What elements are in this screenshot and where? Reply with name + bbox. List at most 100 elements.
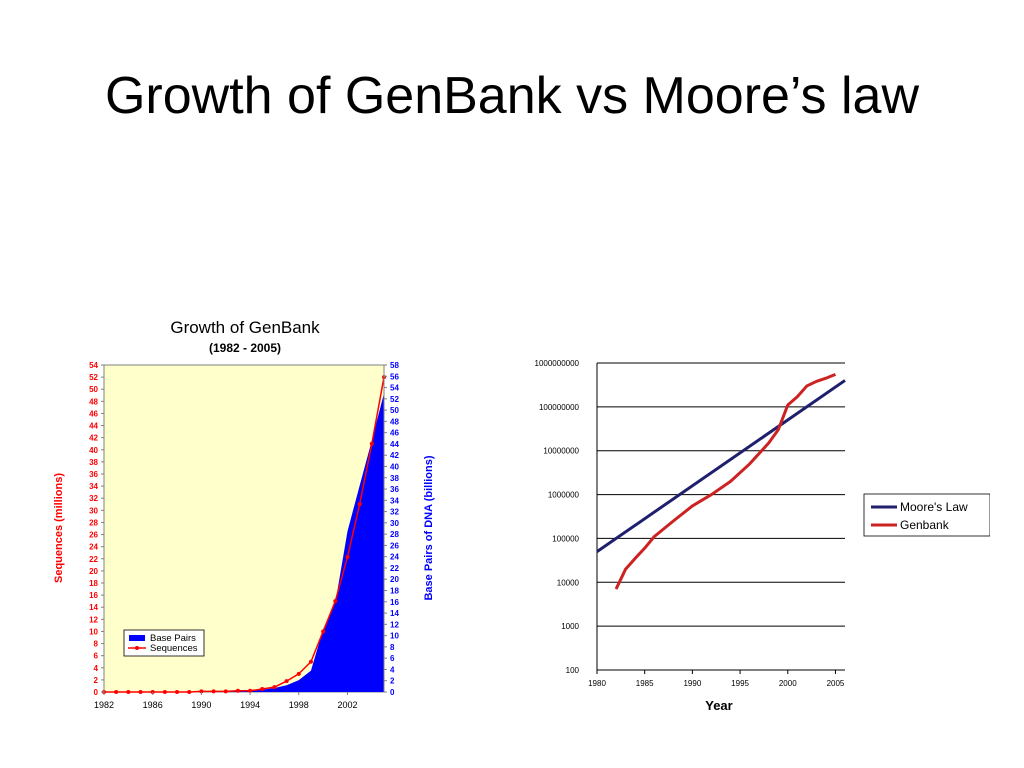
left-tick-label: 48 [89, 397, 98, 406]
left-tick-label: 42 [89, 434, 98, 443]
x-tick-label: 1998 [289, 700, 309, 710]
x-tick-label: 2002 [337, 700, 357, 710]
sequences-point [199, 689, 204, 694]
sequences-point [260, 686, 265, 691]
legend-label-sequences: Sequences [150, 643, 198, 654]
left-tick-label: 34 [89, 482, 98, 491]
left-tick-label: 44 [89, 422, 98, 431]
left-tick-label: 6 [94, 652, 99, 661]
sequences-point [308, 659, 313, 664]
right-tick-label: 58 [390, 361, 399, 370]
left-tick-label: 46 [89, 409, 98, 418]
right-tick-label: 16 [390, 598, 399, 607]
moores-law-chart: 100 1000 10000 100000 1000000 10000000 1000000… [535, 359, 990, 713]
genbank-line [614, 372, 837, 590]
sequences-point [187, 690, 192, 694]
left-axis-label: Sequences (millions) [53, 473, 65, 583]
right-tick-label: 12 [390, 620, 399, 629]
left-tick-label: 24 [89, 543, 98, 552]
y-tick-label: 1000 [561, 622, 579, 631]
left-tick-label: 20 [89, 567, 98, 576]
right-tick-label: 10 [390, 632, 399, 641]
right-tick-label: 38 [390, 474, 399, 483]
right-tick-label: 14 [390, 609, 399, 618]
left-tick-label: 36 [89, 470, 98, 479]
right-tick-label: 46 [390, 429, 399, 438]
legend: Moore's Law Genbank [863, 493, 990, 537]
right-tick-label: 4 [390, 665, 395, 674]
x-tick-label: 2005 [827, 679, 845, 688]
sequences-point [333, 599, 338, 604]
x-tick-label: 1986 [143, 700, 163, 710]
sequences-point [369, 441, 374, 446]
x-tick-label: 1985 [636, 679, 654, 688]
right-tick-label: 52 [390, 395, 399, 404]
right-tick-label: 32 [390, 508, 399, 517]
chart-subtitle: (1982 - 2005) [209, 341, 281, 355]
left-tick-label: 10 [89, 627, 98, 636]
sequences-point [126, 690, 131, 694]
left-tick-label: 52 [89, 373, 98, 382]
legend-swatch-base-pairs [129, 635, 145, 641]
slide-title: Growth of GenBank vs Moore’s law [104, 67, 920, 125]
sequences-point [175, 690, 180, 694]
moores-law-line [596, 379, 846, 553]
right-tick-label: 44 [390, 440, 399, 449]
left-tick-label: 16 [89, 591, 98, 600]
sequences-line [104, 376, 385, 693]
sequences-point [284, 679, 289, 684]
x-tick-label: 2000 [779, 679, 797, 688]
x-tick-label: 1982 [94, 700, 114, 710]
right-tick-label: 8 [390, 643, 395, 652]
sequences-point [248, 688, 253, 693]
right-tick-label: 0 [390, 688, 395, 697]
right-tick-label: 6 [390, 654, 395, 663]
right-tick-label: 22 [390, 564, 399, 573]
left-tick-label: 18 [89, 579, 98, 588]
legend-box [863, 493, 990, 537]
y-tick-label: 100 [566, 666, 580, 675]
legend-box [123, 629, 205, 657]
left-tick-label: 50 [89, 385, 98, 394]
y-tick-label: 1000000000 [535, 359, 580, 368]
sequences-point [162, 690, 167, 694]
right-axis-label: Base Pairs of DNA (billions) [423, 455, 435, 600]
base-pairs-area [104, 393, 384, 692]
right-tick-label: 2 [390, 677, 395, 686]
right-tick-label: 18 [390, 587, 399, 596]
left-tick-label: 40 [89, 446, 98, 455]
x-tick-label: 1980 [588, 679, 606, 688]
left-tick-label: 0 [94, 688, 99, 697]
x-tick-label: 1990 [191, 700, 211, 710]
x-tick-label: 1995 [731, 679, 749, 688]
genbank-growth-chart: Growth of GenBank (1982 - 2005) 02468101… [53, 318, 435, 710]
left-tick-label: 30 [89, 506, 98, 515]
right-tick-label: 42 [390, 451, 399, 460]
left-tick-label: 38 [89, 458, 98, 467]
right-tick-label: 48 [390, 417, 399, 426]
left-tick-label: 22 [89, 555, 98, 564]
sequences-point [321, 629, 326, 634]
right-tick-label: 26 [390, 541, 399, 550]
right-tick-label: 24 [390, 553, 399, 562]
x-axis-title: Year [705, 698, 732, 713]
legend-label-moores-law: Moore's Law [900, 500, 968, 514]
chart-title: Growth of GenBank [170, 318, 320, 337]
left-tick-label: 32 [89, 494, 98, 503]
y-tick-label: 100000000 [539, 403, 580, 412]
left-tick-label: 4 [94, 664, 99, 673]
right-tick-label: 30 [390, 519, 399, 528]
sequences-point [296, 671, 301, 676]
y-tick-label: 10000 [557, 578, 580, 587]
x-tick-label: 1990 [683, 679, 701, 688]
right-tick-label: 40 [390, 462, 399, 471]
left-tick-label: 14 [89, 603, 98, 612]
left-tick-label: 2 [94, 676, 99, 685]
right-tick-label: 34 [390, 496, 399, 505]
x-tick-label: 1994 [240, 700, 260, 710]
y-tick-label: 10000000 [543, 447, 579, 456]
right-tick-label: 36 [390, 485, 399, 494]
left-tick-label: 26 [89, 531, 98, 540]
y-tick-label: 1000000 [548, 491, 580, 500]
sequences-point [138, 690, 143, 694]
